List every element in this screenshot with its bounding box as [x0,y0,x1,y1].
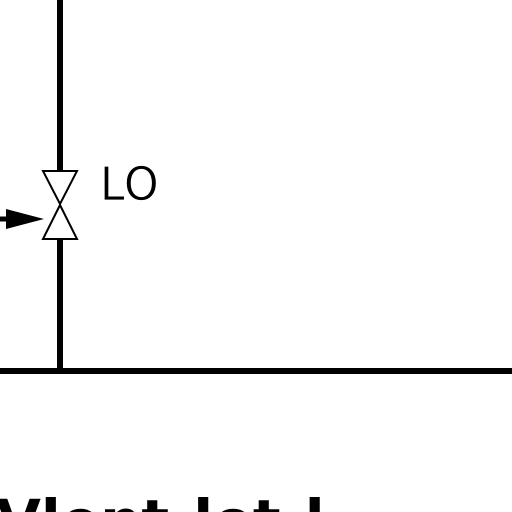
gate-valve-icon [41,170,79,240]
valve-label: LO [100,157,160,212]
flow-arrow-icon [0,209,44,229]
bottom-caption: Vlent-lot-l [0,492,325,512]
